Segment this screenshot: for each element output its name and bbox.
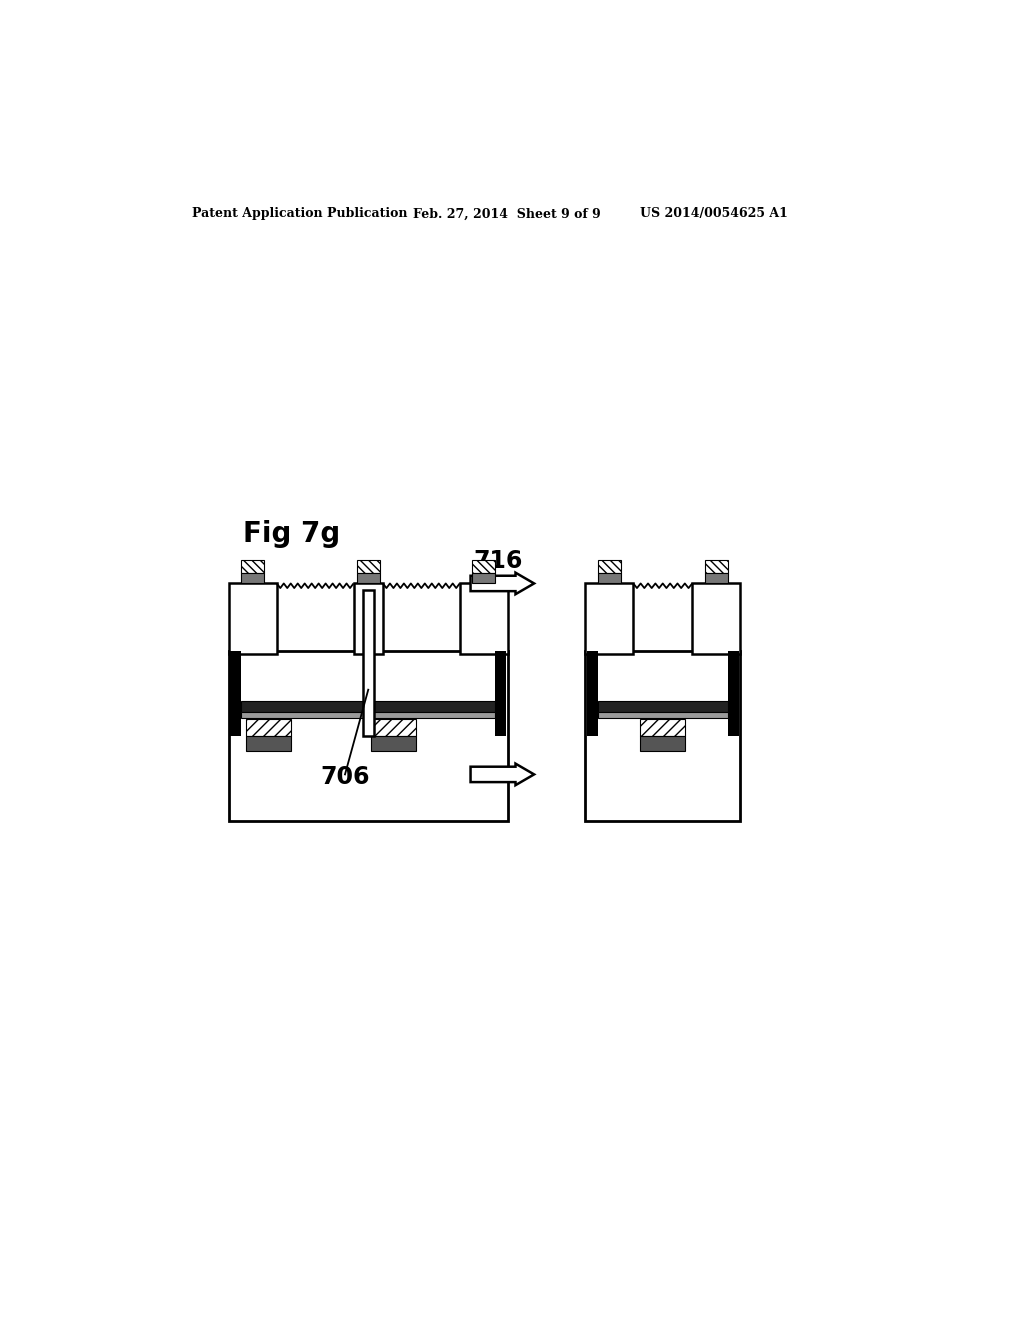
Bar <box>241 573 264 583</box>
Polygon shape <box>471 763 535 785</box>
Bar <box>598 560 621 573</box>
Bar <box>472 573 496 583</box>
Text: Fig 7g: Fig 7g <box>243 520 340 548</box>
Bar <box>246 737 291 751</box>
Bar <box>472 560 496 573</box>
Bar <box>640 719 685 737</box>
Bar <box>598 711 728 718</box>
Bar <box>362 590 374 737</box>
Text: US 2014/0054625 A1: US 2014/0054625 A1 <box>640 207 787 220</box>
Bar <box>241 711 496 718</box>
Bar <box>460 583 508 655</box>
Bar <box>356 573 380 583</box>
Bar <box>728 651 738 737</box>
Bar <box>692 583 740 655</box>
Bar <box>230 651 241 737</box>
Bar <box>241 701 496 711</box>
Bar <box>640 737 685 751</box>
Bar <box>241 560 264 573</box>
Bar <box>228 583 276 655</box>
Bar <box>587 651 598 737</box>
Bar <box>496 651 506 737</box>
Text: 716: 716 <box>474 549 523 573</box>
Text: 706: 706 <box>321 764 370 789</box>
Polygon shape <box>471 573 535 594</box>
Text: Patent Application Publication: Patent Application Publication <box>193 207 408 220</box>
Bar <box>705 573 728 583</box>
Bar <box>586 583 633 655</box>
Bar <box>246 719 291 737</box>
Bar <box>353 583 383 655</box>
Bar <box>228 651 508 821</box>
Bar <box>372 737 417 751</box>
Bar <box>586 651 740 821</box>
Text: Feb. 27, 2014  Sheet 9 of 9: Feb. 27, 2014 Sheet 9 of 9 <box>414 207 601 220</box>
Bar <box>372 719 417 737</box>
Bar <box>705 560 728 573</box>
Bar <box>598 701 728 711</box>
Bar <box>598 573 621 583</box>
Bar <box>356 560 380 573</box>
